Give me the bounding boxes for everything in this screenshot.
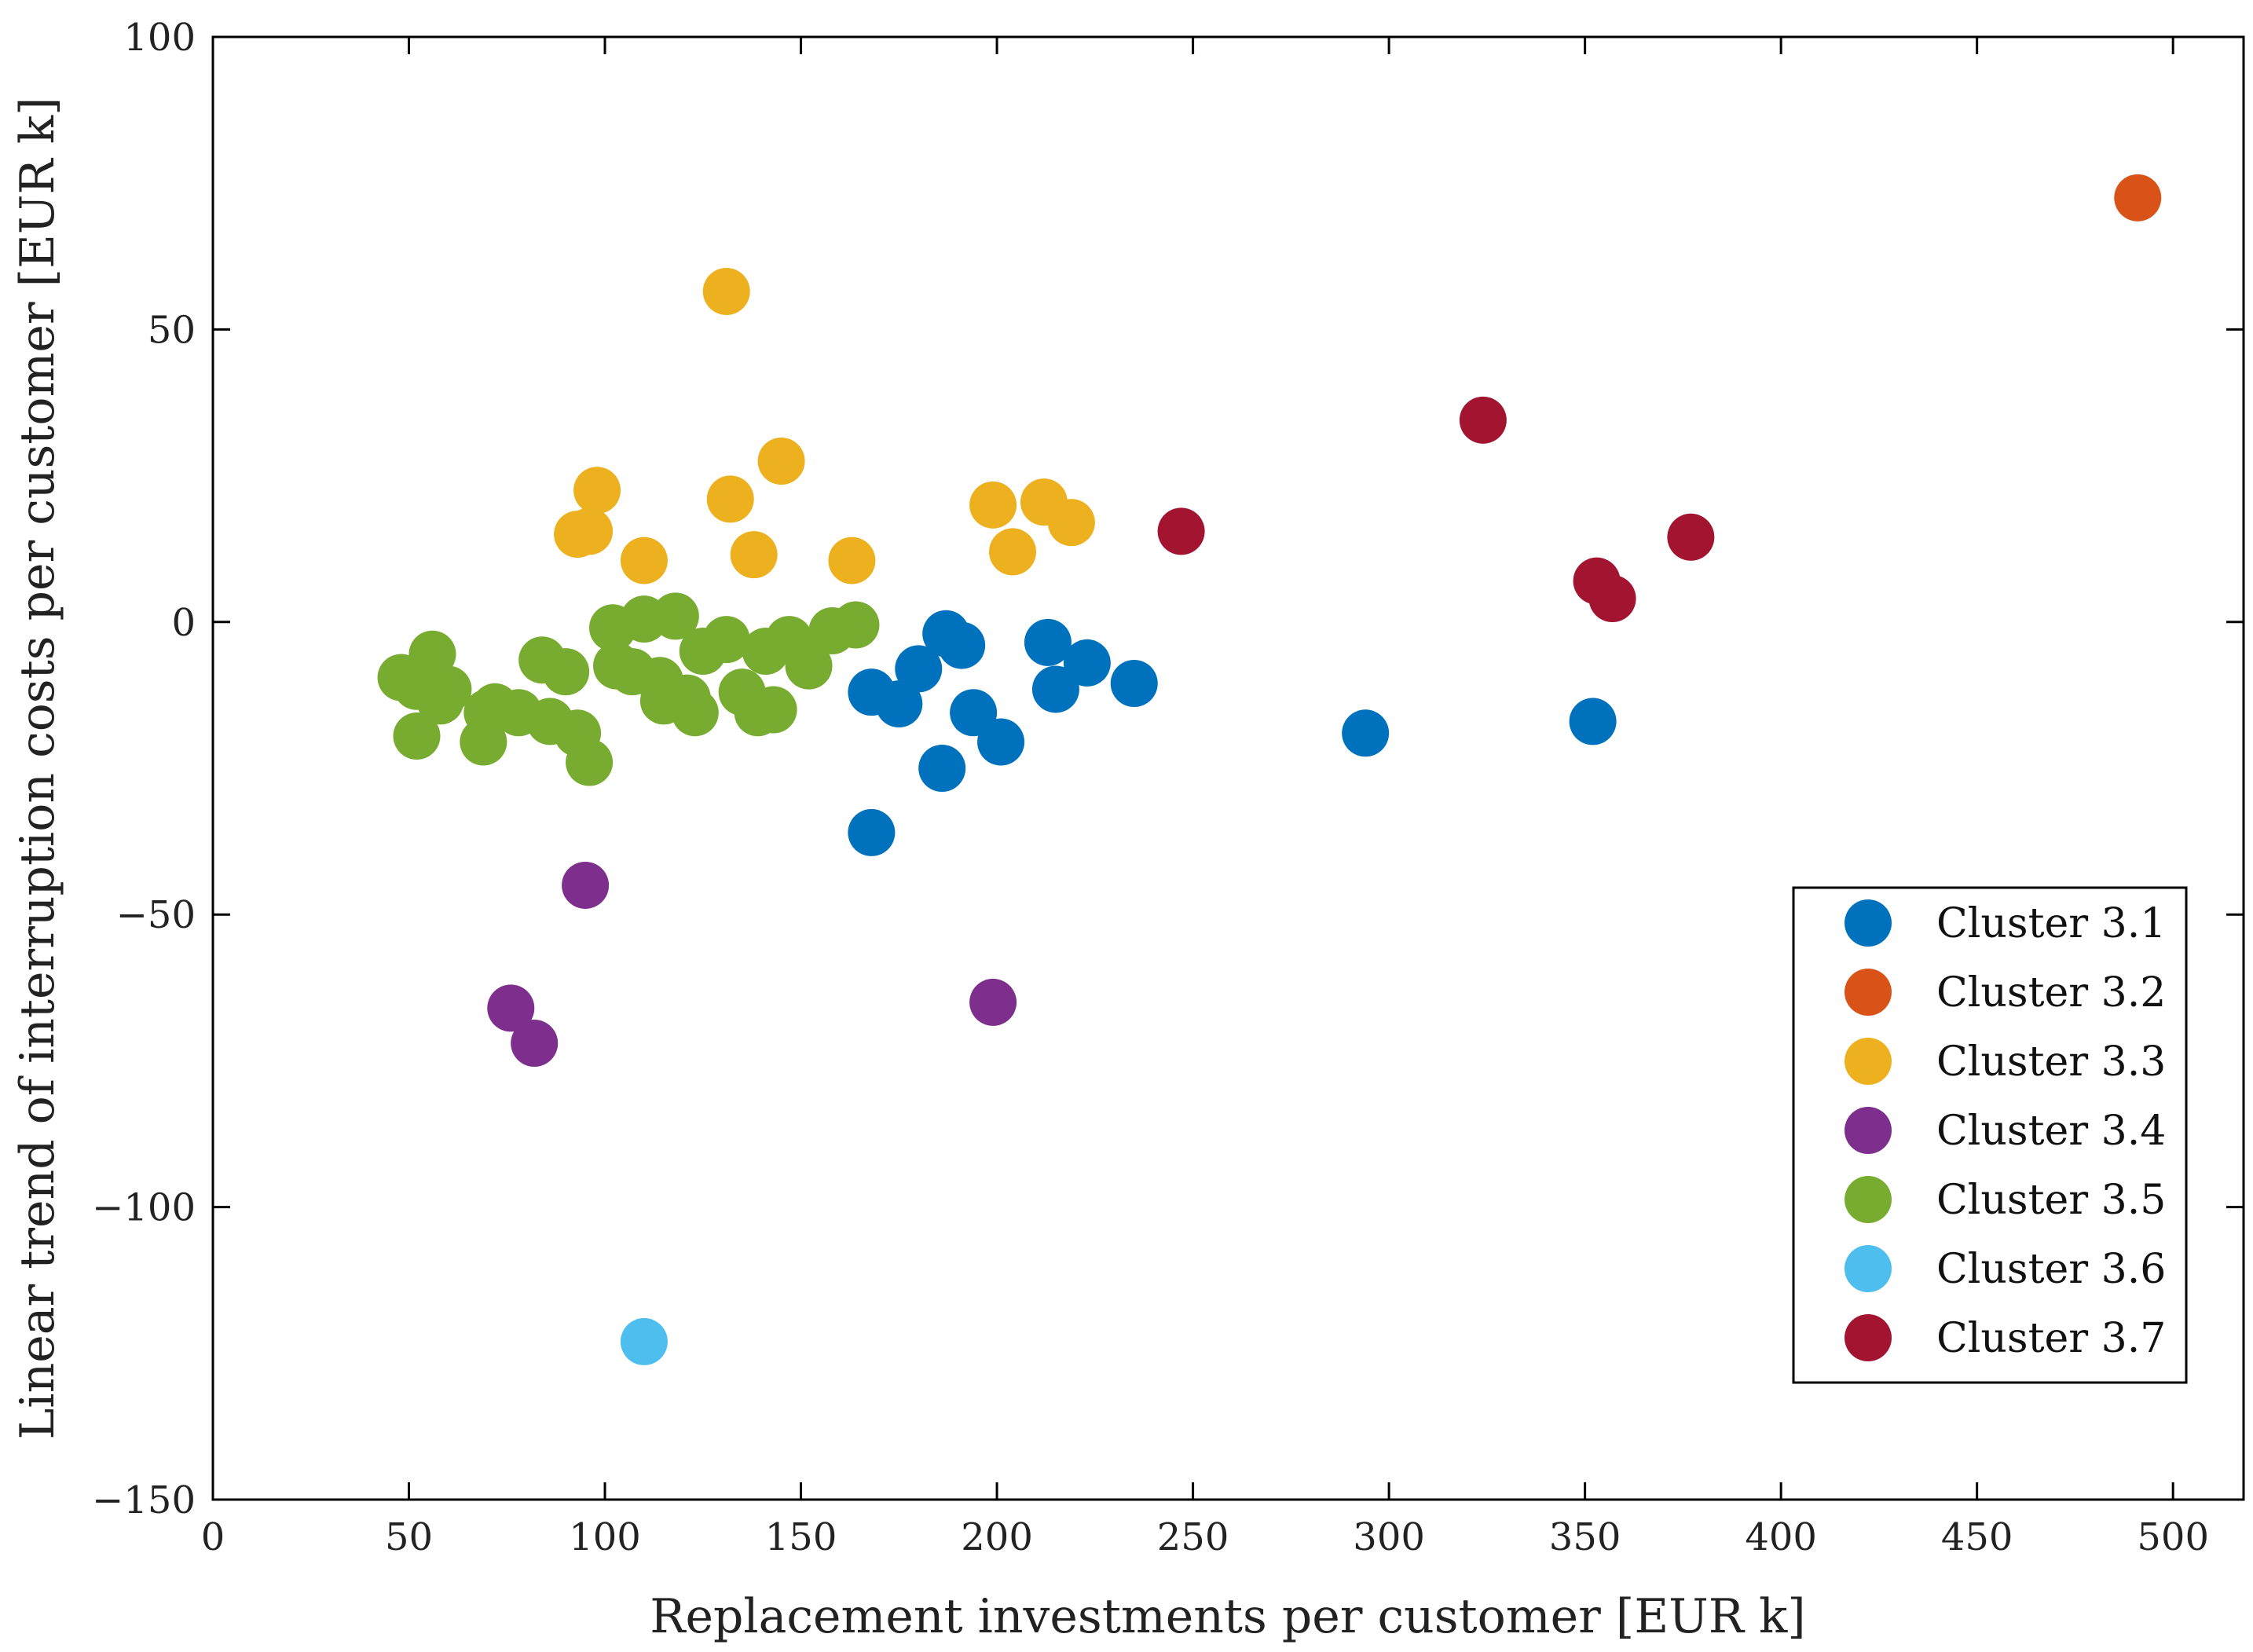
data-point-cluster-3-7 <box>1157 507 1205 555</box>
series-cluster-3-1 <box>848 610 1617 856</box>
data-point-cluster-3-5 <box>749 686 797 734</box>
data-point-cluster-3-5 <box>702 616 750 664</box>
data-point-cluster-3-1 <box>1063 639 1111 687</box>
legend-label-cluster-3-7: Cluster 3.7 <box>1936 1315 2166 1362</box>
data-point-cluster-3-5 <box>785 642 833 690</box>
points-layer <box>377 174 2162 1365</box>
data-point-cluster-3-3 <box>730 531 778 579</box>
series-cluster-3-7 <box>1157 396 1715 623</box>
data-point-cluster-3-1 <box>918 745 966 792</box>
data-point-cluster-3-1 <box>1342 709 1390 757</box>
data-point-cluster-3-4 <box>487 984 535 1032</box>
x-tick-label: 500 <box>2137 1515 2209 1559</box>
data-point-cluster-3-3 <box>1047 499 1095 547</box>
x-tick-label: 150 <box>765 1515 837 1559</box>
data-point-cluster-3-1 <box>875 680 923 728</box>
y-tick-label: −100 <box>92 1186 196 1230</box>
data-point-cluster-3-5 <box>671 689 719 737</box>
y-tick-label: −50 <box>116 893 196 937</box>
legend-label-cluster-3-1: Cluster 3.1 <box>1936 900 2166 947</box>
data-point-cluster-3-6 <box>620 1317 668 1365</box>
data-point-cluster-3-3 <box>757 437 805 485</box>
data-point-cluster-3-7 <box>1667 513 1715 561</box>
data-point-cluster-3-3 <box>706 475 754 523</box>
data-point-cluster-3-1 <box>895 645 943 693</box>
data-point-cluster-3-5 <box>566 738 614 786</box>
data-point-cluster-3-5 <box>651 592 699 640</box>
data-point-cluster-3-3 <box>702 267 750 315</box>
legend-marker-cluster-3-3 <box>1845 1038 1892 1085</box>
data-point-cluster-3-1 <box>1031 665 1079 713</box>
data-point-cluster-3-7 <box>1459 396 1507 444</box>
data-point-cluster-3-3 <box>969 481 1017 529</box>
x-tick-label: 400 <box>1745 1515 1817 1559</box>
legend-marker-cluster-3-4 <box>1845 1107 1892 1154</box>
data-point-cluster-3-5 <box>408 630 456 678</box>
series-cluster-3-4 <box>487 861 1017 1068</box>
y-tick-label: −150 <box>92 1478 196 1522</box>
data-point-cluster-3-1 <box>938 621 986 669</box>
data-point-cluster-3-1 <box>977 718 1025 766</box>
legend-label-cluster-3-2: Cluster 3.2 <box>1936 969 2166 1016</box>
series-cluster-3-2 <box>2114 174 2162 222</box>
data-point-cluster-3-5 <box>393 712 441 760</box>
legend-label-cluster-3-3: Cluster 3.3 <box>1936 1038 2166 1086</box>
data-point-cluster-3-7 <box>1588 575 1636 623</box>
x-axis-label: Replacement investments per customer [EU… <box>650 1589 1805 1644</box>
data-point-cluster-3-1 <box>1569 698 1617 745</box>
legend-label-cluster-3-5: Cluster 3.5 <box>1936 1177 2166 1224</box>
legend-marker-cluster-3-7 <box>1845 1314 1892 1361</box>
legend-label-cluster-3-6: Cluster 3.6 <box>1936 1246 2166 1293</box>
x-tick-label: 0 <box>201 1515 225 1559</box>
y-tick-label: 50 <box>148 308 196 352</box>
data-point-cluster-3-4 <box>562 861 610 909</box>
ticks-layer: 0 50 100 150 200 250 300 350 400 450 500−150−100−5… <box>92 16 2244 1559</box>
x-tick-label: 250 <box>1157 1515 1229 1559</box>
data-point-cluster-3-5 <box>542 648 590 696</box>
series-cluster-3-3 <box>554 267 1095 584</box>
data-point-cluster-3-4 <box>969 978 1017 1026</box>
data-point-cluster-3-5 <box>832 601 880 649</box>
data-point-cluster-3-1 <box>1110 660 1158 708</box>
x-tick-label: 50 <box>385 1515 433 1559</box>
legend-label-cluster-3-4: Cluster 3.4 <box>1936 1108 2166 1155</box>
x-tick-label: 450 <box>1941 1515 2013 1559</box>
data-point-cluster-3-3 <box>989 528 1037 576</box>
y-axis-label: Linear trend of interruption costs per c… <box>10 97 65 1440</box>
data-point-cluster-3-1 <box>1024 618 1072 666</box>
data-point-cluster-3-3 <box>828 537 876 584</box>
legend-marker-cluster-3-6 <box>1845 1245 1892 1292</box>
x-tick-label: 300 <box>1353 1515 1425 1559</box>
data-point-cluster-3-4 <box>511 1020 559 1068</box>
legend-marker-cluster-3-1 <box>1845 899 1892 947</box>
series-cluster-3-6 <box>620 1317 668 1365</box>
data-point-cluster-3-1 <box>848 808 896 856</box>
x-tick-label: 200 <box>961 1515 1033 1559</box>
data-point-cluster-3-3 <box>566 507 614 555</box>
data-point-cluster-3-5 <box>460 718 507 766</box>
legend-entries: Cluster 3.1 Cluster 3.2 Cluster 3.3 Cluster… <box>1845 899 2166 1362</box>
legend-marker-cluster-3-5 <box>1845 1176 1892 1223</box>
x-tick-label: 350 <box>1549 1515 1621 1559</box>
data-point-cluster-3-2 <box>2114 174 2162 222</box>
legend-marker-cluster-3-2 <box>1845 969 1892 1016</box>
legend: Cluster 3.1 Cluster 3.2 Cluster 3.3 Cluster… <box>1792 886 2188 1384</box>
series-cluster-3-5 <box>377 592 880 786</box>
y-tick-label: 0 <box>171 601 196 645</box>
x-tick-label: 100 <box>569 1515 641 1559</box>
data-point-cluster-3-3 <box>573 467 621 515</box>
data-point-cluster-3-3 <box>620 537 668 584</box>
data-point-cluster-3-5 <box>424 665 472 713</box>
y-tick-label: 100 <box>123 16 196 60</box>
